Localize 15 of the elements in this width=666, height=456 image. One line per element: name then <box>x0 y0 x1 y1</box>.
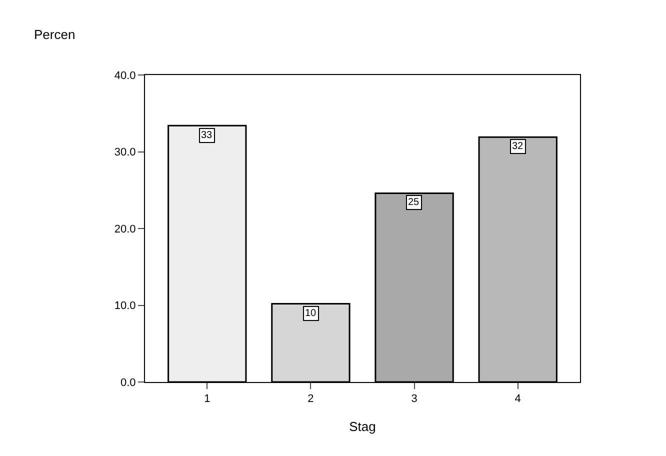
x-tick-label: 2 <box>308 393 314 406</box>
x-tick-label: 4 <box>514 393 521 406</box>
data-label: 33 <box>201 130 213 141</box>
data-label: 32 <box>512 141 524 152</box>
x-axis-title: Stag <box>349 419 376 434</box>
y-tick-label: 40.0 <box>114 70 136 82</box>
data-label: 10 <box>305 308 317 319</box>
x-tick-label: 1 <box>204 393 210 406</box>
y-tick-label: 10.0 <box>114 300 136 312</box>
y-tick-label: 0.0 <box>120 376 136 389</box>
y-tick-label: 20.0 <box>114 223 136 236</box>
y-tick-label: 30.0 <box>114 146 136 159</box>
x-tick-label: 3 <box>411 393 418 406</box>
y-axis-title: Percen <box>34 27 76 42</box>
data-label: 25 <box>408 197 420 208</box>
